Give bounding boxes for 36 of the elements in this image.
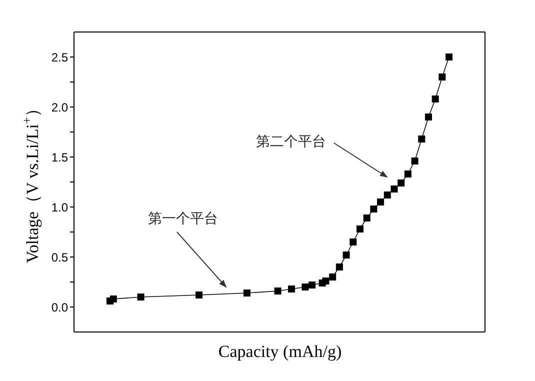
point [308,282,316,288]
point [302,284,309,290]
point [446,54,453,60]
point [322,278,330,284]
point [418,136,426,142]
point [356,226,364,232]
point [390,186,398,192]
point [137,294,144,300]
point [363,214,370,222]
y-tick-label: 1.0 [51,200,68,214]
y-tick-label: 2.5 [51,50,68,64]
point [432,96,439,102]
point [370,206,378,212]
point [196,292,203,298]
point [411,158,418,164]
point [350,238,357,246]
point [438,74,446,80]
y-tick-label: 1.5 [51,150,68,164]
annotation: 第一个平台 [148,211,218,227]
y-tick-label: 2.0 [51,100,68,114]
point [384,192,391,198]
point [329,274,336,280]
y-tick-label: 0.0 [51,300,68,314]
point [336,264,343,270]
point [274,288,282,294]
annotation: 第二个平台 [256,134,326,150]
y-tick-label: 0.5 [51,250,68,264]
point [110,296,117,302]
point [404,170,412,178]
point [398,180,405,186]
point [424,114,432,120]
point [243,290,250,296]
point [288,286,295,292]
x-axis-title: Capacity (mAh/g) [218,342,342,361]
point [377,198,384,206]
point [342,252,350,258]
